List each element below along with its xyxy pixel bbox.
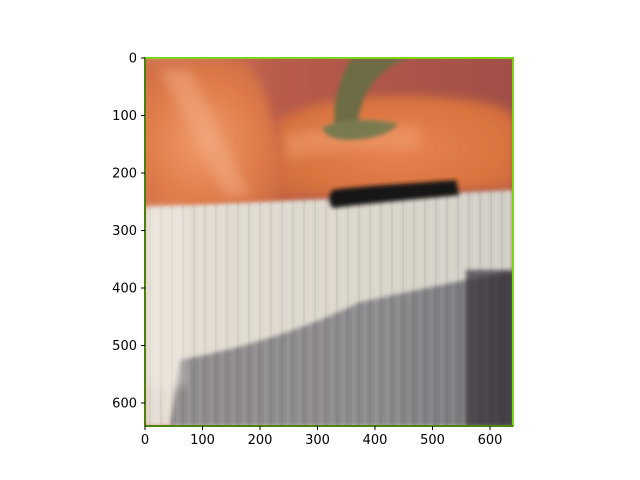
y-tick-label: 600 bbox=[112, 397, 137, 412]
white-surface bbox=[145, 190, 513, 426]
y-tick-label: 100 bbox=[112, 109, 137, 124]
y-tick-label: 300 bbox=[112, 224, 137, 239]
x-tick-label: 200 bbox=[248, 433, 273, 448]
y-tick-label: 500 bbox=[112, 339, 137, 354]
photo-image bbox=[140, 58, 515, 426]
y-tick-label: 0 bbox=[129, 52, 137, 67]
y-tick-label: 400 bbox=[112, 282, 137, 297]
x-tick-label: 400 bbox=[363, 433, 388, 448]
x-tick-label: 300 bbox=[305, 433, 330, 448]
x-tick-label: 100 bbox=[190, 433, 215, 448]
x-tick-label: 500 bbox=[420, 433, 445, 448]
x-tick-label: 0 bbox=[141, 433, 149, 448]
y-axis: 0 100 200 300 400 500 600 bbox=[112, 52, 145, 427]
x-tick-label: 600 bbox=[478, 433, 503, 448]
x-axis: 0 100 200 300 400 500 600 bbox=[141, 426, 513, 448]
y-tick-label: 200 bbox=[112, 167, 137, 182]
